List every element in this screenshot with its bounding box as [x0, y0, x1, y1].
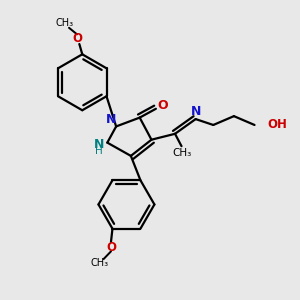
- Text: O: O: [157, 99, 168, 112]
- Text: CH₃: CH₃: [56, 18, 74, 28]
- Text: CH₃: CH₃: [172, 148, 191, 158]
- Text: N: N: [191, 105, 201, 118]
- Text: CH₃: CH₃: [91, 258, 109, 268]
- Text: N: N: [94, 138, 104, 151]
- Text: O: O: [106, 241, 116, 254]
- Text: OH: OH: [267, 118, 287, 131]
- Text: N: N: [106, 113, 116, 127]
- Text: O: O: [72, 32, 82, 45]
- Text: H: H: [95, 146, 103, 156]
